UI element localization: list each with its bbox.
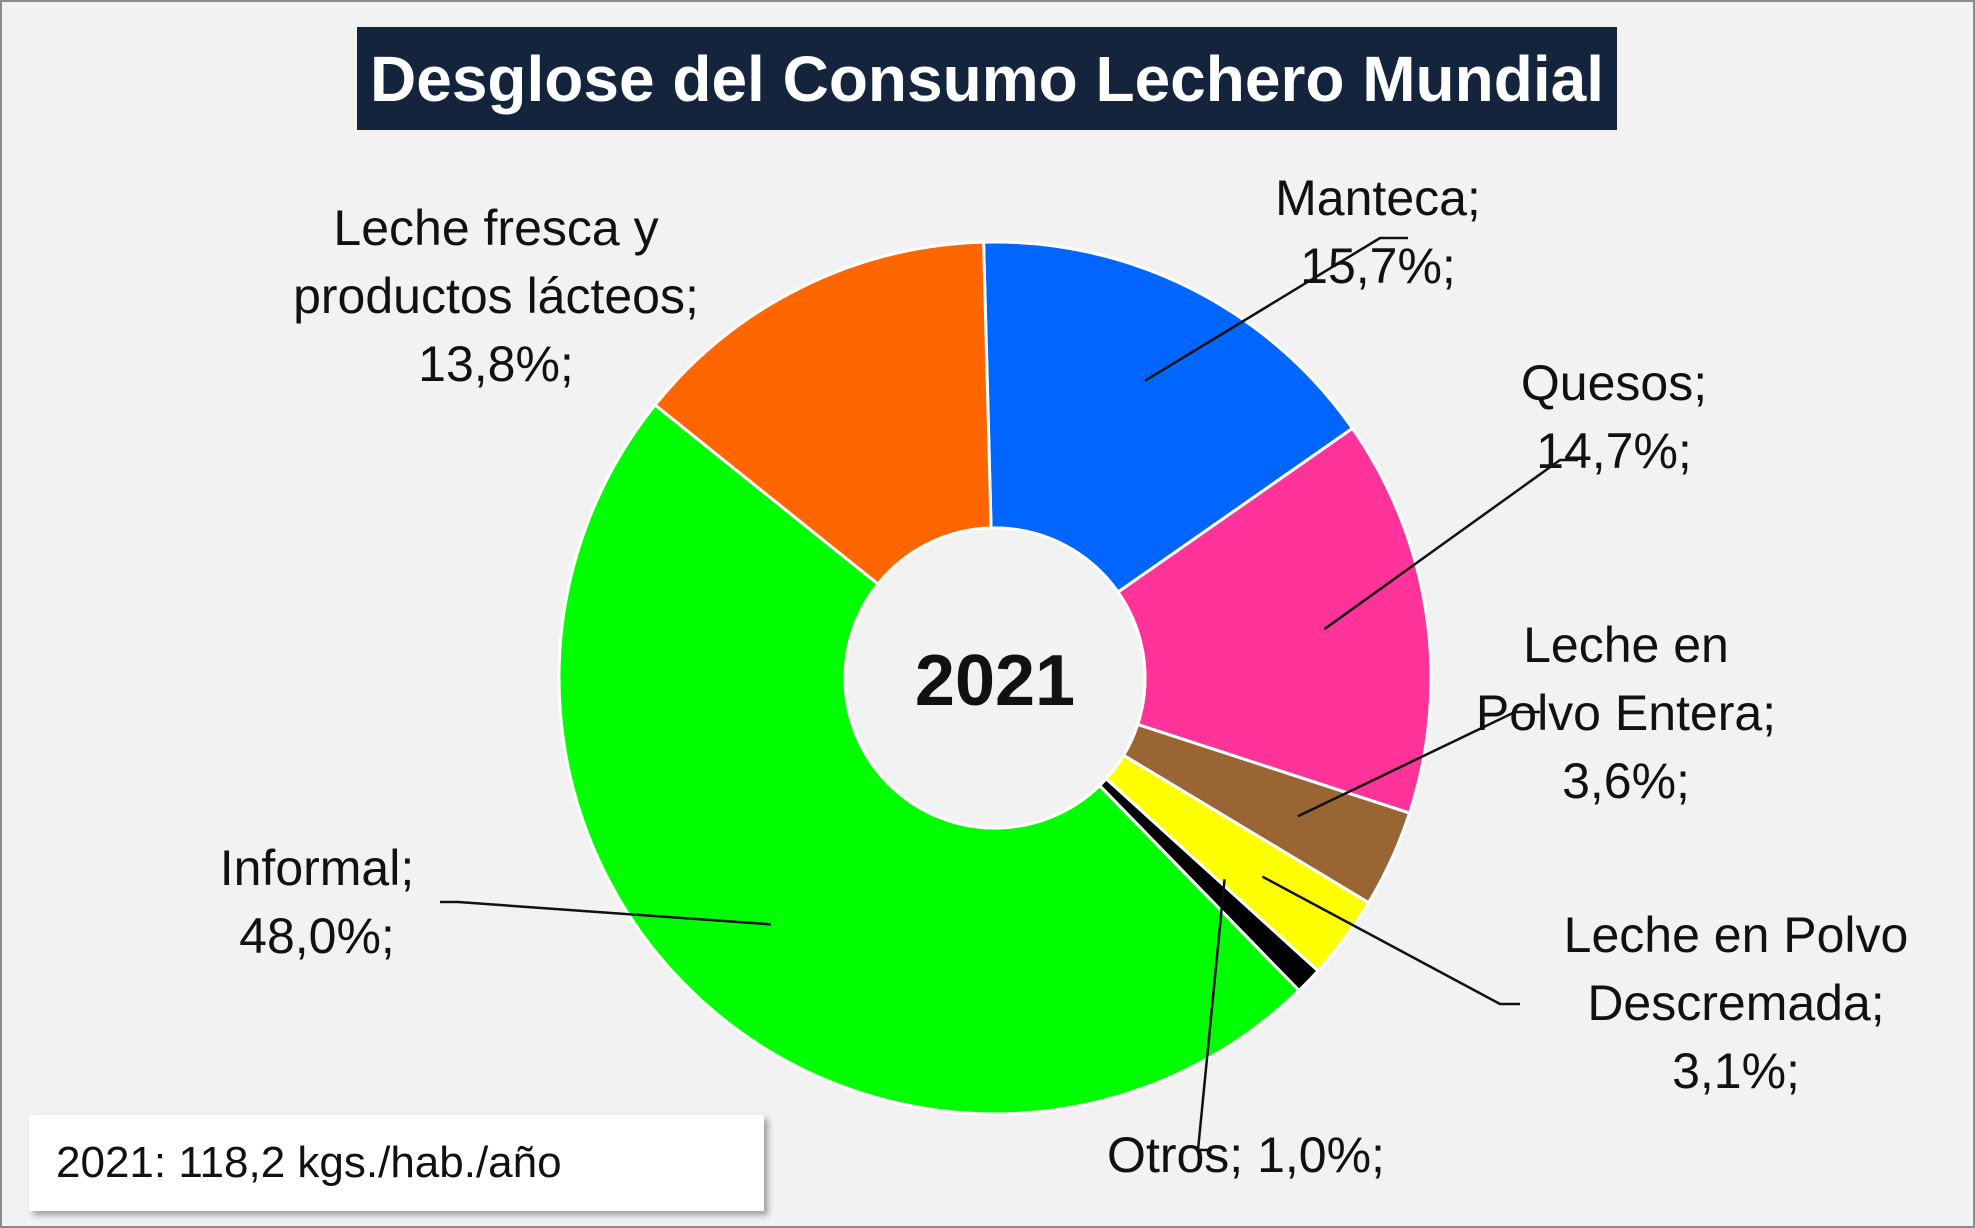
slice-label: Quesos; 14,7%; <box>1521 355 1707 479</box>
donut-hole <box>843 526 1147 830</box>
pie-slices <box>557 240 1433 1116</box>
slice-label-line: productos lácteos; <box>293 268 699 324</box>
slice-label-line: 3,1%; <box>1672 1043 1800 1099</box>
slice-label: Leche fresca y productos lácteos; 13,8%; <box>293 200 699 392</box>
leader-line <box>1144 236 1408 382</box>
slice-label: Manteca; 15,7%; <box>1275 170 1481 294</box>
slice-label-line: 14,7%; <box>1536 423 1692 479</box>
slice-label-line: Leche en Polvo <box>1564 907 1909 963</box>
slice-label: Leche en Polvo Entera; 3,6%; <box>1476 617 1776 809</box>
slice-label-line: 15,7%; <box>1300 238 1456 294</box>
slice-label-line: Descremada; <box>1587 975 1884 1031</box>
slice-label: Leche en Polvo Descremada; 3,1%; <box>1564 907 1909 1099</box>
per-capita-note: 2021: 118,2 kgs./hab./año <box>29 1115 764 1211</box>
slice-label-line: Otros; 1,0%; <box>1107 1127 1385 1183</box>
slice-label-line: Quesos; <box>1521 355 1707 411</box>
slice-label-line: Polvo Entera; <box>1476 685 1776 741</box>
slice-label-line: Leche fresca y <box>333 200 658 256</box>
slice-label-line: 3,6%; <box>1562 753 1690 809</box>
center-year-label: 2021 <box>915 641 1075 721</box>
leader-line <box>1261 875 1520 1006</box>
leader-line <box>1297 710 1540 818</box>
slice-label-line: Leche en <box>1523 617 1729 673</box>
slice-label-line: 13,8%; <box>418 336 574 392</box>
slice-label: Informal; 48,0%; <box>220 840 415 964</box>
slice-label-line: Informal; <box>220 840 415 896</box>
leader-line <box>1196 879 1226 1152</box>
slice-label-line: 48,0%; <box>239 908 395 964</box>
leader-line <box>440 900 772 926</box>
slice-labels: Manteca; 15,7%; Quesos; 14,7%; Leche en Polvo… <box>220 170 1909 1183</box>
slice-label: Otros; 1,0%; <box>1107 1127 1385 1183</box>
chart-title: Desglose del Consumo Lechero Mundial <box>357 27 1617 130</box>
leader-lines <box>440 236 1578 1152</box>
slice-label-line: Manteca; <box>1275 170 1481 226</box>
leader-line <box>1323 458 1578 631</box>
